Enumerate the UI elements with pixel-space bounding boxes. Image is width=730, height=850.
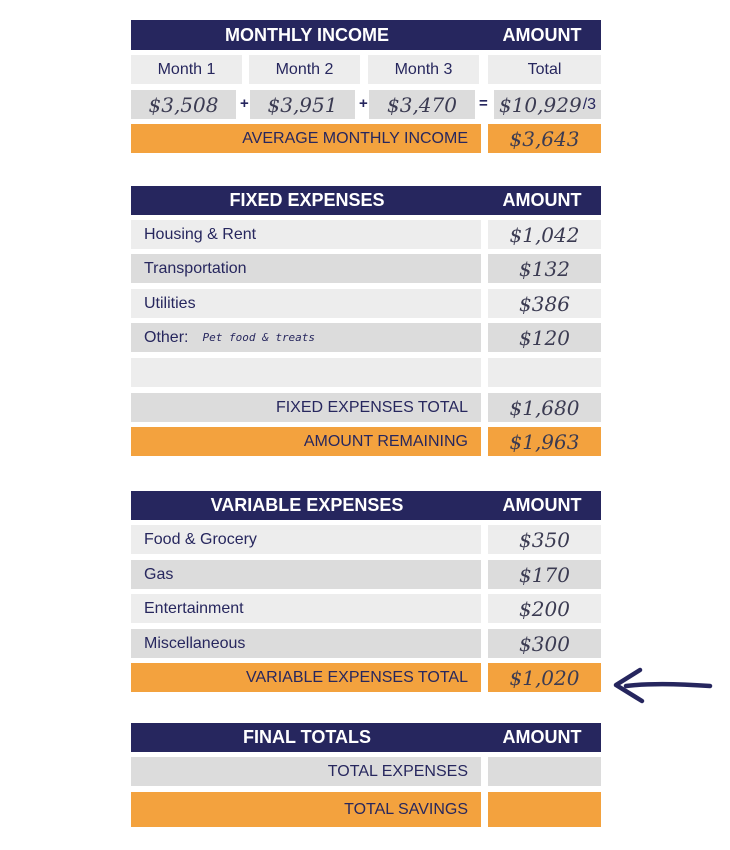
variable-row-value[interactable]: $170 <box>488 560 601 589</box>
month-1-value[interactable]: $3,508 <box>131 90 236 119</box>
total-value-text: $10,929 <box>498 92 582 117</box>
total-value[interactable]: $10,929/3 <box>494 90 601 119</box>
variable-header: VARIABLE EXPENSES <box>131 491 483 520</box>
month-2-label: Month 2 <box>249 55 360 84</box>
other-label: Other: <box>144 328 189 346</box>
fixed-row-empty[interactable] <box>131 358 481 387</box>
left-arrow-icon <box>613 667 713 704</box>
income-amount-header: AMOUNT <box>483 20 601 50</box>
fixed-total-label: FIXED EXPENSES TOTAL <box>131 393 481 422</box>
average-income-label: AVERAGE MONTHLY INCOME <box>131 124 481 153</box>
amount-remaining-value[interactable]: $1,963 <box>488 427 601 456</box>
variable-amount-header: AMOUNT <box>483 491 601 520</box>
equals-sign: = <box>479 95 488 112</box>
total-label: Total <box>488 55 601 84</box>
month-3-label: Month 3 <box>368 55 479 84</box>
fixed-row-label: Utilities <box>131 289 481 318</box>
fixed-row-value[interactable]: $1,042 <box>488 220 601 249</box>
variable-row-label: Food & Grocery <box>131 525 481 554</box>
variable-row-label: Entertainment <box>131 594 481 623</box>
average-income-value[interactable]: $3,643 <box>488 124 601 153</box>
variable-row-value[interactable]: $350 <box>488 525 601 554</box>
total-savings-label: TOTAL SAVINGS <box>131 792 481 827</box>
other-note[interactable]: Pet food & treats <box>202 331 316 344</box>
total-divisor: /3 <box>582 95 597 113</box>
month-1-label: Month 1 <box>131 55 242 84</box>
month-2-value[interactable]: $3,951 <box>250 90 355 119</box>
plus-sign-2: + <box>359 95 368 112</box>
fixed-amount-header: AMOUNT <box>483 186 601 215</box>
fixed-row-other: Other: Pet food & treats <box>131 323 481 352</box>
fixed-row-label: Transportation <box>131 254 481 283</box>
fixed-row-value[interactable]: $386 <box>488 289 601 318</box>
income-header: MONTHLY INCOME <box>131 20 483 50</box>
fixed-row-value[interactable]: $132 <box>488 254 601 283</box>
total-expenses-label: TOTAL EXPENSES <box>131 757 481 786</box>
month-3-value[interactable]: $3,470 <box>369 90 475 119</box>
variable-row-label: Miscellaneous <box>131 629 481 658</box>
final-amount-header: AMOUNT <box>483 723 601 752</box>
fixed-row-label: Housing & Rent <box>131 220 481 249</box>
variable-total-value[interactable]: $1,020 <box>488 663 601 692</box>
variable-row-label: Gas <box>131 560 481 589</box>
variable-row-value[interactable]: $300 <box>488 629 601 658</box>
fixed-header: FIXED EXPENSES <box>131 186 483 215</box>
variable-total-label: VARIABLE EXPENSES TOTAL <box>131 663 481 692</box>
amount-remaining-label: AMOUNT REMAINING <box>131 427 481 456</box>
fixed-total-value[interactable]: $1,680 <box>488 393 601 422</box>
total-savings-value[interactable] <box>488 792 601 827</box>
variable-row-value[interactable]: $200 <box>488 594 601 623</box>
fixed-row-empty-value[interactable] <box>488 358 601 387</box>
final-header: FINAL TOTALS <box>131 723 483 752</box>
total-expenses-value[interactable] <box>488 757 601 786</box>
plus-sign-1: + <box>240 95 249 112</box>
fixed-row-value[interactable]: $120 <box>488 323 601 352</box>
